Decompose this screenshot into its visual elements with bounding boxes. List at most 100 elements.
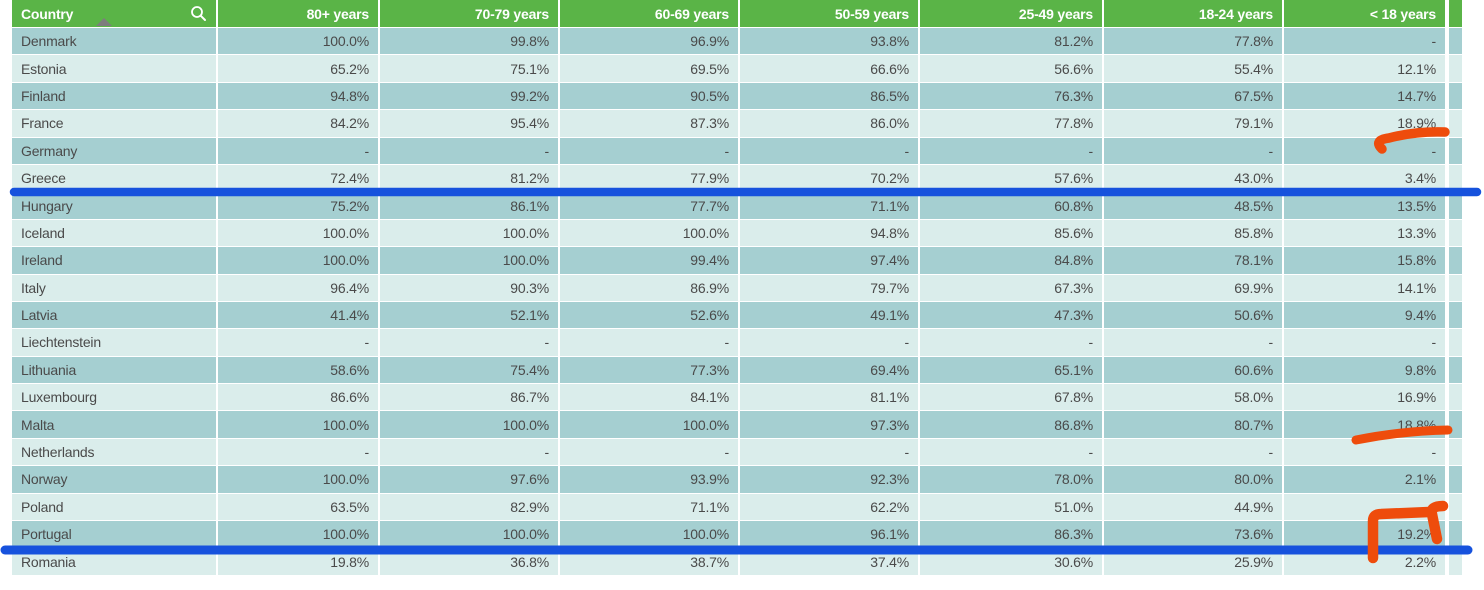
value-cell: - bbox=[738, 137, 918, 164]
column-header-under18[interactable]: < 18 years bbox=[1282, 0, 1445, 27]
value-cell: 65.1% bbox=[918, 356, 1102, 384]
value-cell: - bbox=[738, 329, 918, 356]
table-row: Greece 72.4% 81.2% 77.9% 70.2% 57.6% 43.… bbox=[12, 164, 1462, 192]
sort-ascending-icon bbox=[96, 18, 112, 26]
column-header-80plus[interactable]: 80+ years bbox=[216, 0, 378, 27]
value-cell: 19.2% bbox=[1282, 521, 1445, 548]
value-cell: 36.8% bbox=[378, 548, 558, 575]
column-header-label: 25-49 years bbox=[1018, 5, 1093, 22]
value-cell: 2.1% bbox=[1282, 466, 1445, 493]
value-cell: 100.0% bbox=[378, 219, 558, 247]
next-column-sliver bbox=[1449, 521, 1462, 548]
value-cell: - bbox=[1282, 329, 1445, 356]
value-cell: 79.7% bbox=[738, 274, 918, 301]
country-label: Romania bbox=[21, 553, 76, 570]
value-cell: 57.6% bbox=[918, 164, 1102, 192]
column-header-country[interactable]: Country bbox=[12, 0, 216, 27]
value-cell: 3.4% bbox=[1282, 164, 1445, 192]
column-header-label: 18-24 years bbox=[1198, 5, 1273, 22]
country-label: Finland bbox=[21, 87, 66, 104]
value-cell: - bbox=[378, 438, 558, 466]
next-column-sliver bbox=[1449, 219, 1462, 247]
value-cell: 100.0% bbox=[378, 521, 558, 548]
column-header-label: 60-69 years bbox=[654, 5, 729, 22]
value-cell: 50.6% bbox=[1102, 301, 1282, 329]
value-cell: 100.0% bbox=[378, 247, 558, 274]
country-cell: Iceland bbox=[12, 219, 216, 247]
column-header-label: 80+ years bbox=[306, 5, 370, 22]
value-cell: 100.0% bbox=[216, 219, 378, 247]
value-cell: 94.8% bbox=[738, 219, 918, 247]
value-cell: 69.4% bbox=[738, 356, 918, 384]
country-label: Malta bbox=[21, 416, 55, 433]
value-cell: 75.1% bbox=[378, 55, 558, 82]
value-cell: 80.7% bbox=[1102, 411, 1282, 438]
table-row: Poland 63.5% 82.9% 71.1% 62.2% 51.0% 44.… bbox=[12, 493, 1462, 521]
table-row: France 84.2% 95.4% 87.3% 86.0% 77.8% 79.… bbox=[12, 110, 1462, 137]
country-label: Greece bbox=[21, 170, 66, 187]
value-cell: 100.0% bbox=[558, 521, 738, 548]
table-row: Liechtenstein - - - - - - - bbox=[12, 329, 1462, 356]
value-cell: - bbox=[378, 137, 558, 164]
value-cell: 78.1% bbox=[1102, 247, 1282, 274]
country-label: Germany bbox=[21, 142, 78, 159]
country-cell: Malta bbox=[12, 411, 216, 438]
value-cell: 16.9% bbox=[1282, 384, 1445, 411]
value-cell: - bbox=[216, 137, 378, 164]
country-label: Iceland bbox=[21, 224, 65, 241]
value-cell: 12.1% bbox=[1282, 55, 1445, 82]
value-cell: - bbox=[1102, 137, 1282, 164]
column-header-70-79[interactable]: 70-79 years bbox=[378, 0, 558, 27]
value-cell: - bbox=[1282, 438, 1445, 466]
country-label: Lithuania bbox=[21, 361, 77, 378]
column-header-label: 50-59 years bbox=[834, 5, 909, 22]
table-row: Ireland 100.0% 100.0% 99.4% 97.4% 84.8% … bbox=[12, 247, 1462, 274]
value-cell: 2.2% bbox=[1282, 548, 1445, 575]
table-row: Estonia 65.2% 75.1% 69.5% 66.6% 56.6% 55… bbox=[12, 55, 1462, 82]
value-cell: 48.5% bbox=[1102, 192, 1282, 219]
value-cell: 75.2% bbox=[216, 192, 378, 219]
value-cell: 86.7% bbox=[378, 384, 558, 411]
value-cell: 30.6% bbox=[918, 548, 1102, 575]
value-cell: 77.3% bbox=[558, 356, 738, 384]
country-cell: Denmark bbox=[12, 28, 216, 55]
value-cell: 43.0% bbox=[1102, 164, 1282, 192]
value-cell: 81.2% bbox=[378, 164, 558, 192]
value-cell: 92.3% bbox=[738, 466, 918, 493]
value-cell: 52.6% bbox=[558, 301, 738, 329]
next-column-sliver bbox=[1449, 411, 1462, 438]
column-header-25-49[interactable]: 25-49 years bbox=[918, 0, 1102, 27]
value-cell: 100.0% bbox=[216, 466, 378, 493]
country-cell: Romania bbox=[12, 548, 216, 575]
column-header-50-59[interactable]: 50-59 years bbox=[738, 0, 918, 27]
table-body: Denmark 100.0% 99.8% 96.9% 93.8% 81.2% 7… bbox=[12, 28, 1462, 575]
country-label: Luxembourg bbox=[21, 389, 97, 406]
value-cell: 80.0% bbox=[1102, 466, 1282, 493]
value-cell: 38.7% bbox=[558, 548, 738, 575]
value-cell: 69.5% bbox=[558, 55, 738, 82]
country-cell: Germany bbox=[12, 137, 216, 164]
next-column-sliver bbox=[1449, 110, 1462, 137]
value-cell: 90.3% bbox=[378, 274, 558, 301]
value-cell: 66.6% bbox=[738, 55, 918, 82]
search-icon[interactable] bbox=[190, 5, 207, 22]
table-header-row: Country 80+ years 70-79 years 60-69 year… bbox=[12, 0, 1462, 27]
value-cell: 76.3% bbox=[918, 82, 1102, 110]
value-cell: 93.8% bbox=[738, 28, 918, 55]
value-cell: - bbox=[1282, 137, 1445, 164]
next-column-sliver bbox=[1449, 329, 1462, 356]
column-header-18-24[interactable]: 18-24 years bbox=[1102, 0, 1282, 27]
value-cell: 96.9% bbox=[558, 28, 738, 55]
value-cell: - bbox=[216, 329, 378, 356]
column-header-country-label: Country bbox=[21, 5, 74, 22]
value-cell: 15.8% bbox=[1282, 247, 1445, 274]
value-cell: - bbox=[1282, 28, 1445, 55]
country-cell: Ireland bbox=[12, 247, 216, 274]
value-cell: 86.0% bbox=[738, 110, 918, 137]
column-header-60-69[interactable]: 60-69 years bbox=[558, 0, 738, 27]
value-cell: 100.0% bbox=[216, 521, 378, 548]
value-cell: 84.1% bbox=[558, 384, 738, 411]
country-cell: Liechtenstein bbox=[12, 329, 216, 356]
next-column-sliver bbox=[1449, 137, 1462, 164]
next-column-sliver bbox=[1449, 0, 1462, 27]
